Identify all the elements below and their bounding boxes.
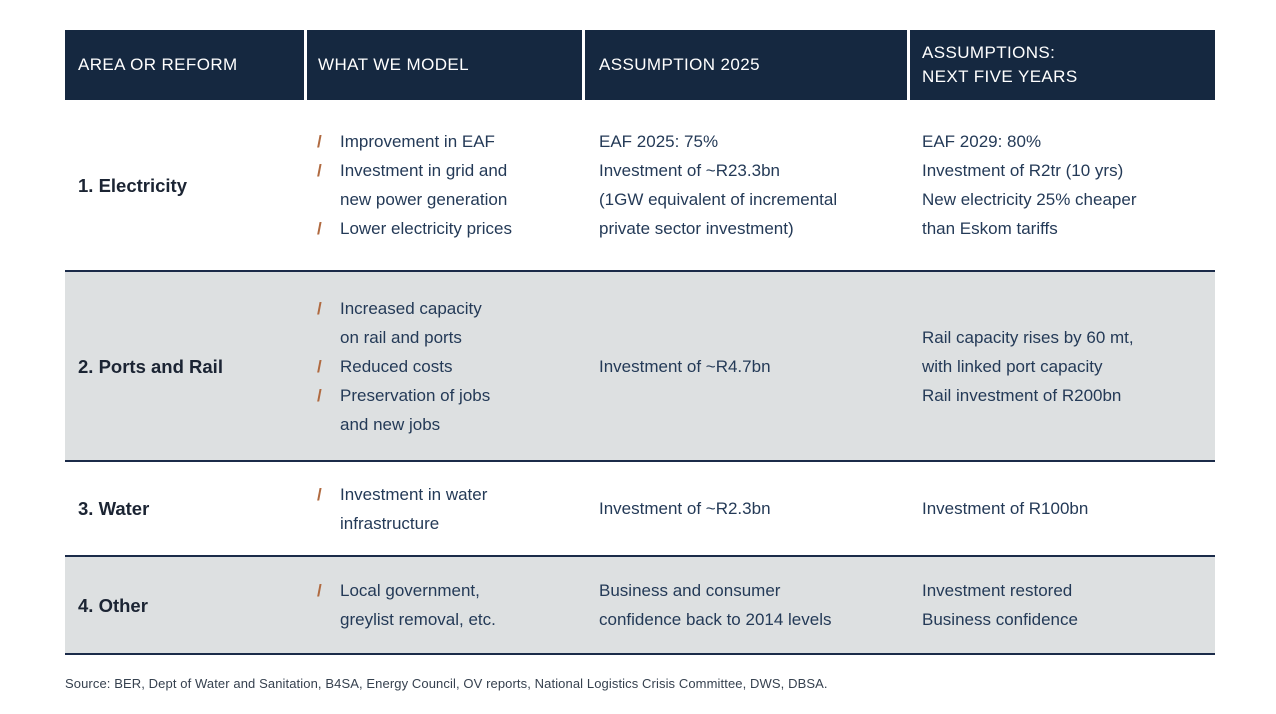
column-header-assumption-2025: ASSUMPTION 2025 <box>585 30 910 100</box>
slash-bullet-icon: / <box>317 385 322 405</box>
assumption-2025-cell: Investment of ~R2.3bn <box>585 462 910 555</box>
model-cell: / Improvement in EAF / Investment in gri… <box>307 100 585 270</box>
model-bullet-list: / Investment in water infrastructure <box>317 480 487 538</box>
table-row-other: 4. Other / Local government, greylist re… <box>65 557 1215 655</box>
reform-assumptions-table: AREA OR REFORM WHAT WE MODEL ASSUMPTION … <box>65 30 1215 655</box>
list-item: / Lower electricity prices <box>317 214 512 243</box>
table-row-water: 3. Water / Investment in water infrastru… <box>65 462 1215 557</box>
table-row-ports-and-rail: 2. Ports and Rail / Increased capacity o… <box>65 272 1215 462</box>
model-bullet-list: / Local government, greylist removal, et… <box>317 576 496 634</box>
list-item: / Local government, greylist removal, et… <box>317 576 496 634</box>
bullet-text: Increased capacity on rail and ports <box>340 298 482 347</box>
bullet-text: Improvement in EAF <box>340 132 495 151</box>
table-header-row: AREA OR REFORM WHAT WE MODEL ASSUMPTION … <box>65 30 1215 100</box>
bullet-text: Local government, greylist removal, etc. <box>340 581 496 629</box>
assumptions-next-five-years-text: Investment restored Business confidence <box>922 581 1078 629</box>
assumption-2025-text: Investment of ~R4.7bn <box>599 356 771 376</box>
assumption-2025-text: Business and consumer confidence back to… <box>599 581 832 629</box>
model-bullet-list: / Increased capacity on rail and ports /… <box>317 294 490 439</box>
assumption-2025-cell: Business and consumer confidence back to… <box>585 557 910 653</box>
list-item: / Increased capacity on rail and ports <box>317 294 490 352</box>
slash-bullet-icon: / <box>317 581 322 600</box>
assumptions-next-five-years-text: EAF 2029: 80% Investment of R2tr (10 yrs… <box>922 132 1137 238</box>
assumptions-next-five-years-cell: Investment of R100bn <box>910 462 1215 555</box>
assumption-2025-text: Investment of ~R2.3bn <box>599 499 771 518</box>
area-label: 1. Electricity <box>78 174 188 196</box>
list-item: / Investment in grid and new power gener… <box>317 156 512 214</box>
area-cell: 4. Other <box>65 557 307 653</box>
assumptions-next-five-years-cell: Investment restored Business confidence <box>910 557 1215 653</box>
area-cell: 2. Ports and Rail <box>65 272 307 460</box>
assumptions-next-five-years-text: Investment of R100bn <box>922 499 1089 518</box>
assumptions-next-five-years-cell: Rail capacity rises by 60 mt, with linke… <box>910 272 1215 460</box>
slash-bullet-icon: / <box>317 161 322 180</box>
bullet-text: Investment in water infrastructure <box>340 484 488 533</box>
source-note: Source: BER, Dept of Water and Sanitatio… <box>65 676 828 691</box>
area-cell: 1. Electricity <box>65 100 307 270</box>
slash-bullet-icon: / <box>317 219 322 238</box>
area-label: 2. Ports and Rail <box>78 355 223 377</box>
assumptions-next-five-years-text: Rail capacity rises by 60 mt, with linke… <box>922 327 1134 405</box>
list-item: / Preservation of jobs and new jobs <box>317 381 490 439</box>
model-bullet-list: / Improvement in EAF / Investment in gri… <box>317 127 512 243</box>
assumption-2025-text: EAF 2025: 75% Investment of ~R23.3bn (1G… <box>599 132 838 238</box>
list-item: / Improvement in EAF <box>317 127 512 156</box>
assumptions-next-five-years-cell: EAF 2029: 80% Investment of R2tr (10 yrs… <box>910 100 1215 270</box>
assumption-2025-cell: EAF 2025: 75% Investment of ~R23.3bn (1G… <box>585 100 910 270</box>
slash-bullet-icon: / <box>317 298 322 318</box>
bullet-text: Investment in grid and new power generat… <box>340 161 508 209</box>
model-cell: / Local government, greylist removal, et… <box>307 557 585 653</box>
model-cell: / Investment in water infrastructure <box>307 462 585 555</box>
slash-bullet-icon: / <box>317 132 322 151</box>
area-label: 3. Water <box>78 498 150 519</box>
bullet-text: Preservation of jobs and new jobs <box>340 385 491 434</box>
slash-bullet-icon: / <box>317 484 322 504</box>
model-cell: / Increased capacity on rail and ports /… <box>307 272 585 460</box>
column-header-assumptions-next-five-years: ASSUMPTIONS: NEXT FIVE YEARS <box>922 43 1078 86</box>
table-row-electricity: 1. Electricity / Improvement in EAF / In… <box>65 100 1215 272</box>
bullet-text: Reduced costs <box>340 356 453 376</box>
area-label: 4. Other <box>78 594 148 616</box>
assumption-2025-cell: Investment of ~R4.7bn <box>585 272 910 460</box>
area-cell: 3. Water <box>65 462 307 555</box>
column-header-what-we-model: WHAT WE MODEL <box>307 30 585 100</box>
list-item: / Reduced costs <box>317 352 490 381</box>
slash-bullet-icon: / <box>317 356 322 376</box>
list-item: / Investment in water infrastructure <box>317 480 487 538</box>
column-header-area-or-reform: AREA OR REFORM <box>65 30 307 100</box>
bullet-text: Lower electricity prices <box>340 219 512 238</box>
